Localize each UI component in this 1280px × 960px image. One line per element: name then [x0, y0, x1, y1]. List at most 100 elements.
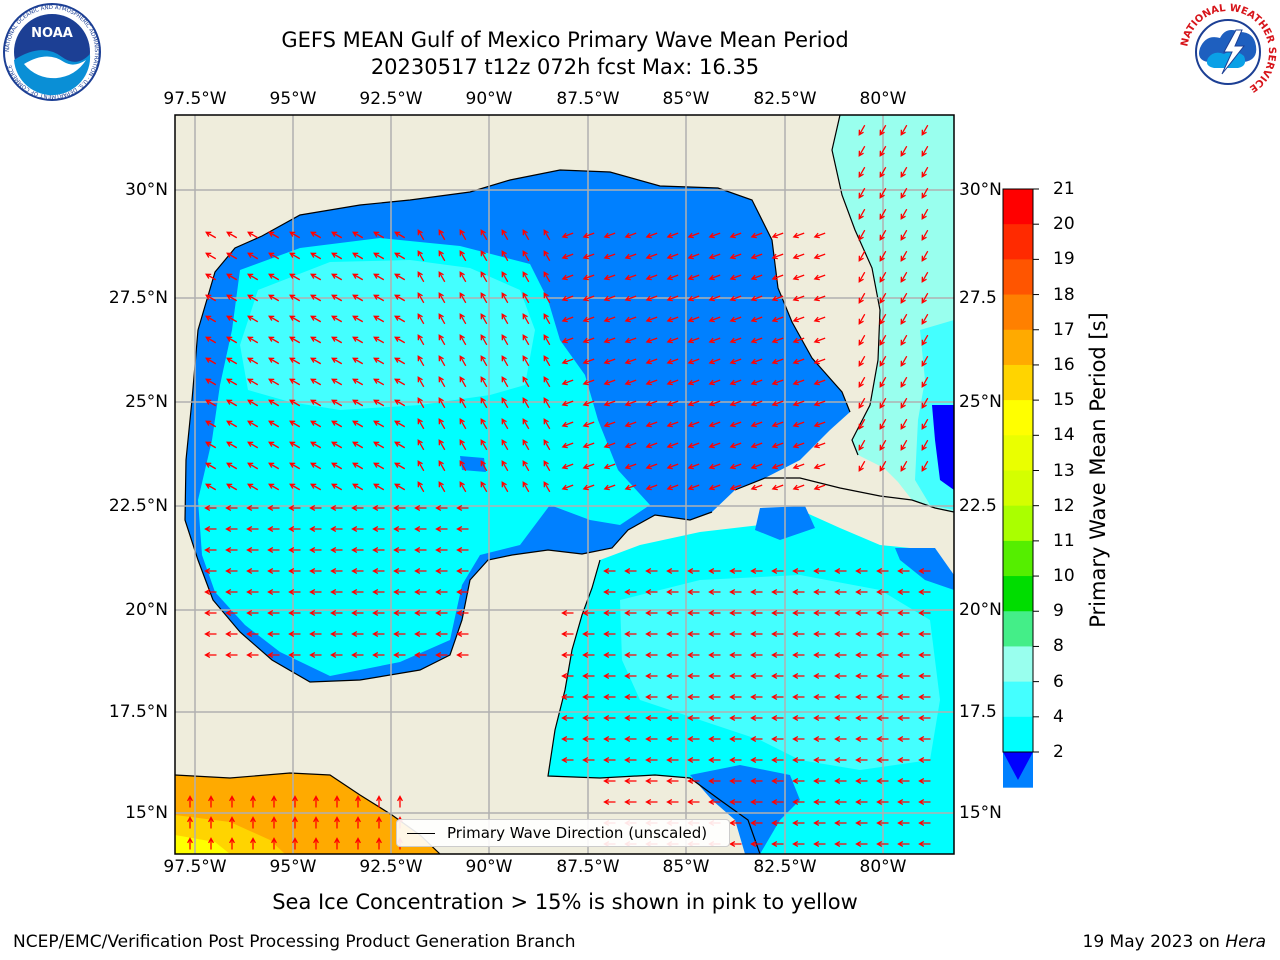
wave-arrow [921, 460, 929, 472]
wave-arrow [645, 442, 658, 449]
wave-arrow [750, 568, 763, 574]
wave-arrow [582, 715, 595, 721]
wave-arrow [372, 610, 385, 616]
wave-arrow [225, 568, 238, 574]
wave-arrow [438, 355, 446, 367]
wave-arrow [624, 484, 637, 491]
wave-arrow [310, 441, 322, 449]
wave-arrow [666, 589, 679, 595]
wave-arrow [771, 694, 784, 700]
wave-arrow [417, 481, 425, 493]
wave-arrow [352, 420, 364, 428]
wave-arrow [351, 505, 364, 511]
wave-arrow [289, 441, 301, 449]
wave-arrow [373, 294, 385, 302]
wave-arrow [582, 337, 595, 344]
wave-arrow [247, 315, 259, 323]
wave-arrow [813, 253, 826, 260]
wave-arrow [771, 736, 784, 742]
wave-arrow [561, 484, 574, 491]
wave-arrow [645, 799, 658, 805]
wave-arrow [288, 589, 301, 595]
wave-arrow [229, 837, 235, 850]
wave-arrow [921, 439, 929, 451]
wave-arrow [435, 526, 448, 532]
wave-arrow [205, 294, 217, 302]
wave-arrow [687, 442, 700, 449]
colorbar-bin [1003, 576, 1033, 612]
wave-arrow [205, 399, 217, 407]
wave-arrow [708, 631, 721, 637]
colorbar-bin [1003, 716, 1033, 753]
lon-label-top: 90°W [465, 89, 513, 109]
wave-arrow [226, 378, 238, 386]
wave-arrow [879, 460, 887, 472]
wave-arrow [792, 652, 805, 658]
wave-arrow [393, 526, 406, 532]
wave-arrow [313, 837, 319, 850]
wave-arrow [417, 313, 425, 325]
wave-arrow [792, 463, 805, 470]
wave-arrow [666, 778, 679, 784]
colorbar-tick-label: 19 [1053, 249, 1075, 270]
colorbar-tick-label: 8 [1053, 636, 1064, 657]
wave-arrow [729, 421, 742, 428]
wave-arrow [456, 547, 469, 553]
wave-arrow [708, 568, 721, 574]
wave-arrow [813, 295, 826, 302]
lon-label-bottom: 90°W [465, 857, 513, 877]
wave-arrow [603, 715, 616, 721]
wave-arrow [226, 273, 238, 281]
wave-arrow [792, 337, 805, 344]
wave-arrow [225, 505, 238, 511]
wave-arrow [522, 229, 530, 241]
wave-arrow [459, 439, 467, 451]
wave-arrow [394, 483, 406, 491]
wave-arrow [438, 229, 446, 241]
wave-arrow [858, 439, 866, 451]
wave-arrow [813, 589, 826, 595]
wave-arrow [267, 505, 280, 511]
wave-arrow [309, 568, 322, 574]
wave-arrow [603, 358, 616, 365]
wave-arrow [687, 232, 700, 239]
wave-arrow [331, 462, 343, 470]
wave-arrow [813, 316, 826, 323]
wave-arrow [666, 442, 679, 449]
wave-arrow [858, 418, 866, 430]
wave-arrow [352, 378, 364, 386]
wave-arrow [771, 232, 784, 239]
wave-arrow [208, 816, 214, 829]
wave-arrow [330, 547, 343, 553]
wave-arrow [771, 673, 784, 679]
wave-arrow [268, 420, 280, 428]
wave-arrow [921, 250, 929, 262]
wave-arrow [921, 124, 929, 136]
wave-arrow [708, 736, 721, 742]
wave-arrow [645, 715, 658, 721]
lon-label-top: 92.5°W [359, 89, 423, 109]
wave-arrow [522, 355, 530, 367]
wave-arrow [417, 229, 425, 241]
wave-arrow [289, 315, 301, 323]
wave-arrow [247, 336, 259, 344]
wave-arrow [352, 399, 364, 407]
wave-arrow [729, 379, 742, 386]
wave-arrow [729, 799, 742, 805]
host-name: Hera [1225, 932, 1266, 952]
lat-label-left: 17.5°N [108, 702, 168, 722]
wave-arrow [373, 273, 385, 281]
wave-arrow [771, 463, 784, 470]
wave-arrow [331, 231, 343, 239]
wave-arrow [687, 337, 700, 344]
wave-arrow [708, 799, 721, 805]
wave-arrow [355, 795, 361, 808]
wave-arrow [708, 358, 721, 365]
wave-arrow [813, 652, 826, 658]
colorbar-bin [1003, 189, 1033, 225]
wave-arrow [603, 610, 616, 616]
wave-arrow [771, 820, 784, 826]
wave-arrow [435, 568, 448, 574]
wave-arrow [624, 673, 637, 679]
wave-arrow [750, 841, 763, 847]
